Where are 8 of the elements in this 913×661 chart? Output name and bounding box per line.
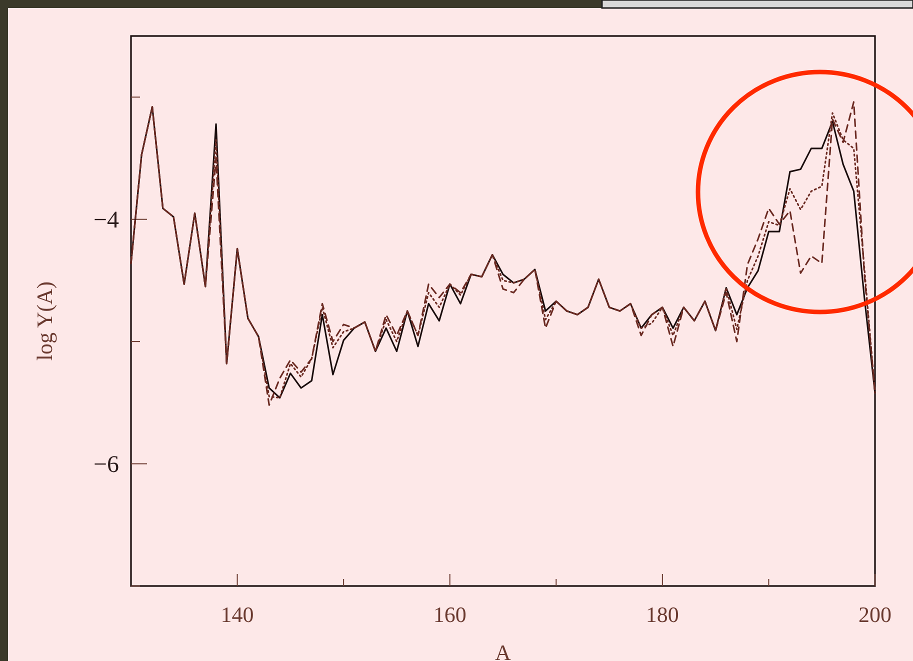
y-axis-title: log Y(A)	[32, 281, 57, 361]
x-axis-title: A	[495, 640, 512, 661]
x-tick-label: 180	[646, 602, 679, 627]
x-tick-label: 160	[433, 602, 466, 627]
y-tick-label: −4	[93, 207, 119, 234]
x-tick-label: 140	[220, 602, 254, 627]
x-tick-label: 200	[858, 602, 892, 627]
y-tick-label: −6	[93, 452, 119, 478]
